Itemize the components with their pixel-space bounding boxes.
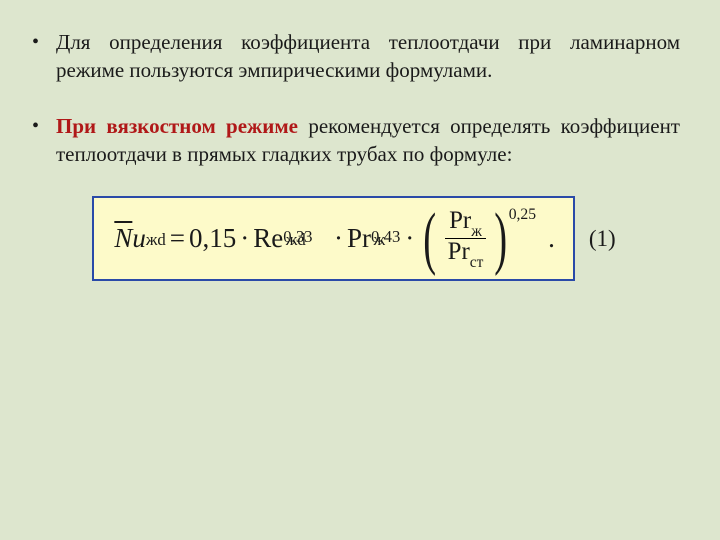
bullet-item-1: • Для определения коэффициента теплоотда… [28, 28, 680, 84]
equation-number: (1) [589, 226, 616, 252]
bullet-text-1: Для определения коэффициента теплоотдачи… [56, 28, 680, 84]
re-sub: жd [286, 230, 306, 250]
nu-sub: жd [146, 230, 166, 250]
paren-group: ( Prж Prст ) [418, 208, 512, 269]
nu-u: u [132, 223, 146, 254]
lparen: ( [424, 209, 437, 269]
dot1: · [236, 223, 253, 254]
eq-sign: = [166, 223, 189, 254]
trail-dot: . [540, 223, 555, 254]
bullet-marker: • [32, 112, 46, 140]
formula-box: Nuжd = 0,15 · Re0,33жd · Pr0,43ж · ( Prж… [92, 196, 575, 281]
frac-num: Prж [445, 208, 486, 239]
bullet-item-2: • При вязкостном режиме рекомендуется оп… [28, 112, 680, 168]
frac-den: Prст [444, 239, 488, 269]
bullet-text-2: При вязкостном режиме рекомендуется опре… [56, 112, 680, 168]
formula-row: Nuжd = 0,15 · Re0,33жd · Pr0,43ж · ( Prж… [28, 196, 680, 281]
outer-sup: 0,25 [509, 206, 536, 224]
rparen: ) [495, 209, 508, 269]
re-base: Re [253, 223, 283, 254]
bullet-emph: При вязкостном режиме [56, 114, 298, 138]
bullet-marker: • [32, 28, 46, 56]
nu-bar: N [114, 223, 132, 254]
pr-sub: ж [374, 230, 386, 250]
pr-base: Pr [347, 223, 371, 254]
coef: 0,15 [189, 223, 236, 254]
formula: Nuжd = 0,15 · Re0,33жd · Pr0,43ж · ( Prж… [114, 208, 555, 269]
dot3: · [401, 223, 418, 254]
fraction: Prж Prст [444, 208, 488, 269]
dot2: · [330, 223, 347, 254]
